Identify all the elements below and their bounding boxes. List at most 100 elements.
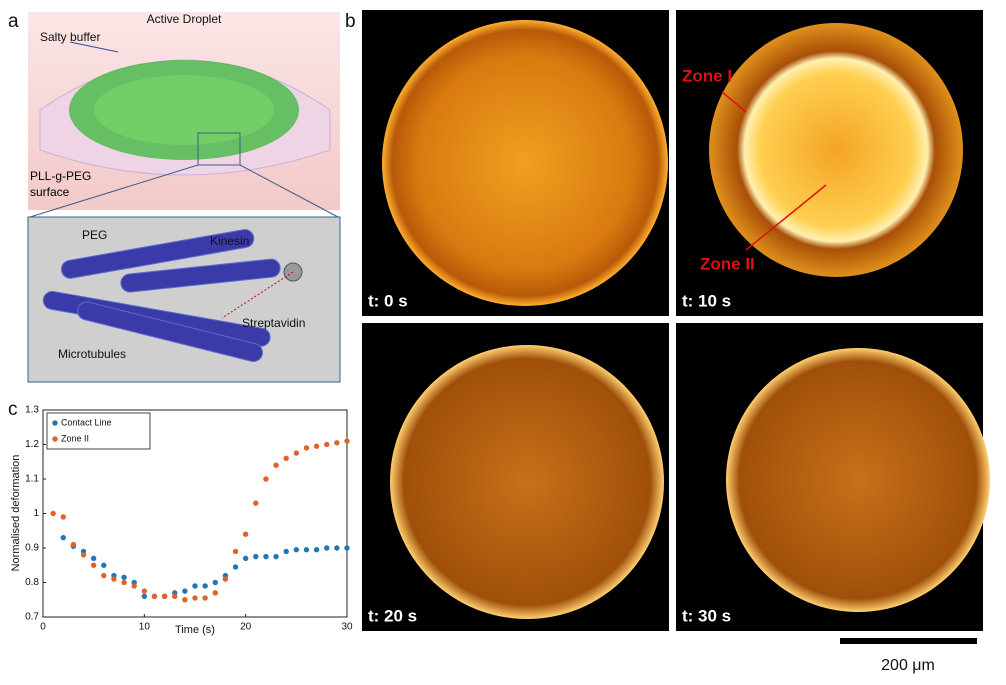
panel-label: b: [345, 11, 356, 32]
time-label: t: 10 s: [682, 291, 731, 310]
point: [151, 593, 158, 599]
zoom-box: [197, 132, 241, 166]
pointer: [69, 41, 119, 53]
point: [172, 593, 178, 599]
point: [313, 547, 320, 553]
panel-label: c: [8, 399, 18, 420]
point: [121, 574, 127, 581]
panel-a: a Active Droplet Salty buffer PLL-g-PEG …: [8, 11, 341, 383]
network-core: [94, 75, 274, 145]
point: [202, 595, 208, 601]
point: [50, 510, 56, 517]
droplet-image: [390, 345, 664, 619]
point: [324, 441, 330, 448]
y-tick-label: 1.3: [25, 405, 39, 416]
x-tick-label: 0: [40, 622, 46, 633]
point: [182, 597, 188, 603]
point: [212, 579, 218, 586]
zone-label: Zone I: [682, 66, 732, 85]
point: [273, 462, 279, 468]
label: Active Droplet: [147, 12, 222, 26]
point: [334, 545, 340, 551]
y-tick-label: 0.8: [25, 577, 39, 588]
point: [212, 590, 218, 596]
point: [344, 438, 350, 444]
zoom-line: [29, 164, 199, 218]
y-axis-label: Normalised deformation: [10, 455, 22, 572]
y-tick-label: 0.9: [25, 543, 39, 554]
x-tick-label: 30: [341, 622, 353, 633]
point: [334, 440, 340, 446]
point: [90, 555, 97, 562]
point: [232, 564, 239, 570]
point: [60, 534, 66, 541]
point: [192, 595, 198, 601]
time-label: t: 0 s: [368, 291, 408, 310]
y-tick-label: 1: [33, 508, 39, 519]
point: [293, 547, 300, 553]
point: [263, 476, 269, 482]
legend-marker: [52, 420, 58, 426]
point: [273, 553, 279, 560]
y-tick-label: 1.2: [25, 439, 39, 450]
time-label: t: 20 s: [368, 606, 417, 625]
point: [101, 572, 107, 579]
point: [60, 514, 66, 520]
panel-c: c Time (s) Normalised deformation 0 10 20 3…: [8, 399, 353, 636]
scale-label: 200 μm: [881, 657, 935, 674]
point: [90, 562, 97, 568]
point: [80, 552, 87, 558]
y-tick-label: 0.7: [25, 612, 39, 623]
point: [121, 579, 127, 586]
label: Kinesin: [210, 234, 249, 248]
time-label: t: 30 s: [682, 606, 731, 625]
point: [192, 583, 198, 589]
label: PLL-g-PEG surface: [30, 169, 92, 199]
x-tick-label: 10: [139, 622, 151, 633]
point: [161, 593, 168, 599]
label: PEG: [82, 228, 107, 242]
point: [141, 588, 148, 594]
label: Salty buffer: [40, 30, 100, 44]
scale-bar: [840, 638, 977, 644]
point: [70, 541, 77, 548]
legend: [46, 412, 151, 450]
zoom-line: [239, 164, 339, 218]
point: [182, 588, 188, 594]
point: [303, 547, 310, 553]
label: Microtubules: [58, 347, 126, 361]
point: [222, 576, 229, 582]
point: [283, 548, 289, 555]
point: [202, 583, 208, 589]
point: [253, 553, 259, 560]
point: [141, 593, 148, 599]
point: [263, 553, 269, 560]
point: [303, 445, 310, 451]
microtubules: [42, 229, 281, 363]
legend-label: Zone II: [61, 433, 89, 443]
droplet-image: [709, 23, 963, 277]
point: [131, 583, 137, 589]
x-tick-label: 20: [240, 622, 252, 633]
droplet-image: [726, 348, 990, 612]
label: Streptavidin: [242, 316, 305, 330]
zone-label: Zone II: [700, 254, 755, 273]
point: [253, 500, 259, 506]
x-axis-label: Time (s): [175, 624, 215, 636]
point: [283, 455, 289, 461]
point: [293, 450, 300, 456]
droplet-image: [382, 20, 668, 306]
point: [242, 531, 249, 537]
point: [344, 545, 350, 551]
legend-marker: [52, 436, 58, 442]
point: [111, 576, 117, 582]
panel-b: b t: 0 s t: 10 s t: 20 s t: 30 s Zone I …: [345, 10, 990, 674]
point: [242, 555, 249, 562]
legend-label: Contact Line: [61, 417, 112, 427]
point: [324, 545, 330, 551]
point: [232, 548, 239, 555]
arrow: [721, 91, 747, 113]
panel-label: a: [8, 11, 19, 32]
point: [313, 443, 320, 449]
